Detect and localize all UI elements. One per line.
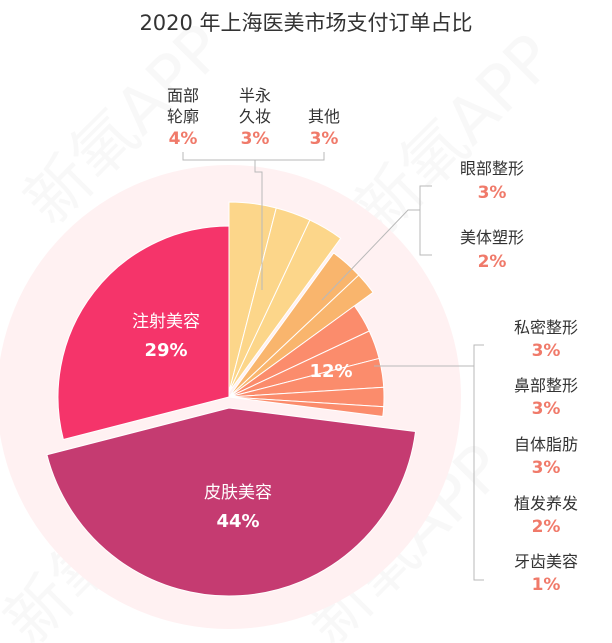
slice-value: 3%	[532, 341, 561, 361]
slice-label: 注射美容	[132, 312, 200, 332]
slice-label: 轮廓	[167, 107, 199, 126]
slice-value: 4%	[169, 129, 198, 149]
pie-slice	[46, 407, 417, 597]
leader-bracket	[473, 344, 484, 581]
slice-label: 植发养发	[514, 494, 578, 513]
slice-label: 鼻部整形	[514, 376, 578, 395]
slice-label: 眼部整形	[460, 159, 524, 178]
slice-label: 久妆	[239, 107, 271, 126]
slice-label: 牙齿美容	[514, 552, 578, 571]
slice-value: 3%	[310, 129, 339, 149]
slice-value: 2%	[532, 517, 561, 537]
leader-bracket	[182, 152, 325, 161]
leader-line	[321, 209, 420, 301]
slice-label: 自体脂肪	[514, 435, 578, 454]
group-value: 12%	[309, 361, 352, 382]
slice-value: 3%	[532, 399, 561, 419]
slice-value: 3%	[241, 129, 270, 149]
leader-line	[254, 160, 263, 290]
pie-slice	[228, 396, 385, 417]
slice-label: 美体塑形	[460, 228, 524, 247]
slice-value: 3%	[532, 458, 561, 478]
leader-bracket	[419, 185, 432, 256]
chart-title: 2020 年上海医美市场支付订单占比	[139, 11, 472, 35]
slice-label: 半永	[239, 86, 271, 105]
pie-slice	[228, 219, 342, 393]
slice-value: 29%	[144, 340, 187, 361]
pie-slice	[228, 274, 374, 398]
slice-value: 3%	[478, 183, 507, 203]
slice-value: 44%	[216, 511, 259, 532]
pie-slice	[57, 225, 230, 441]
slice-label: 其他	[308, 107, 340, 126]
slice-label: 私密整形	[514, 318, 578, 337]
slice-label: 皮肤美容	[204, 483, 272, 503]
slice-label: 面部	[167, 86, 199, 105]
watermark-text: 新氧APP	[341, 21, 569, 249]
slice-value: 2%	[478, 252, 507, 272]
slice-value: 1%	[532, 575, 561, 595]
